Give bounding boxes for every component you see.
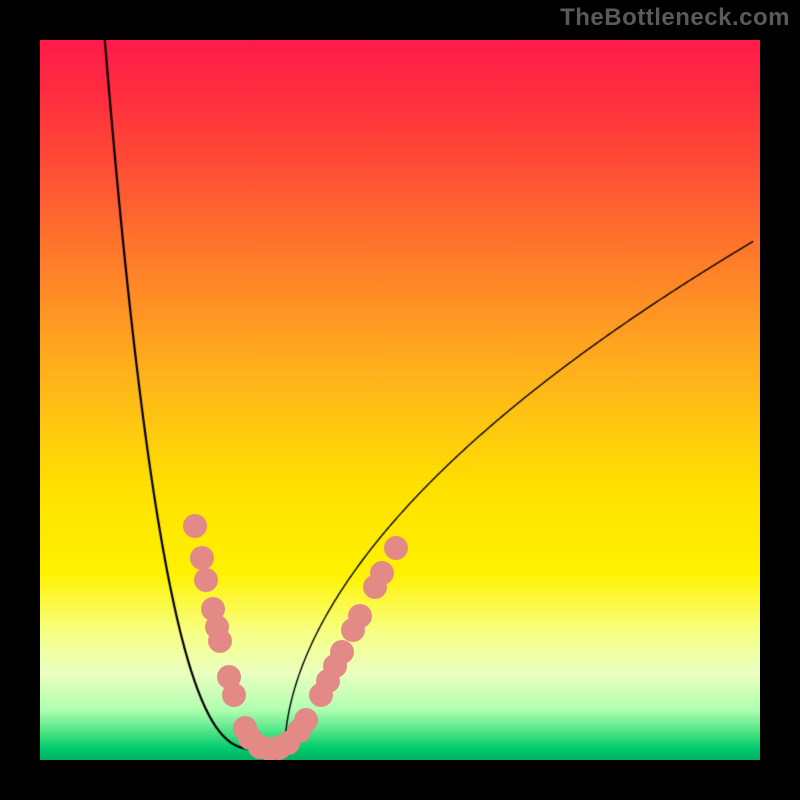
data-marker <box>370 561 394 585</box>
gradient-background <box>40 40 760 760</box>
data-marker <box>190 546 214 570</box>
data-marker <box>330 640 354 664</box>
data-marker <box>384 536 408 560</box>
figure-root: TheBottleneck.com <box>0 0 800 800</box>
data-marker <box>194 568 218 592</box>
data-marker <box>294 708 318 732</box>
plot-area <box>40 40 760 760</box>
data-marker <box>208 629 232 653</box>
data-marker <box>222 683 246 707</box>
data-marker <box>183 514 207 538</box>
data-marker <box>348 604 372 628</box>
watermark-text: TheBottleneck.com <box>560 4 790 32</box>
